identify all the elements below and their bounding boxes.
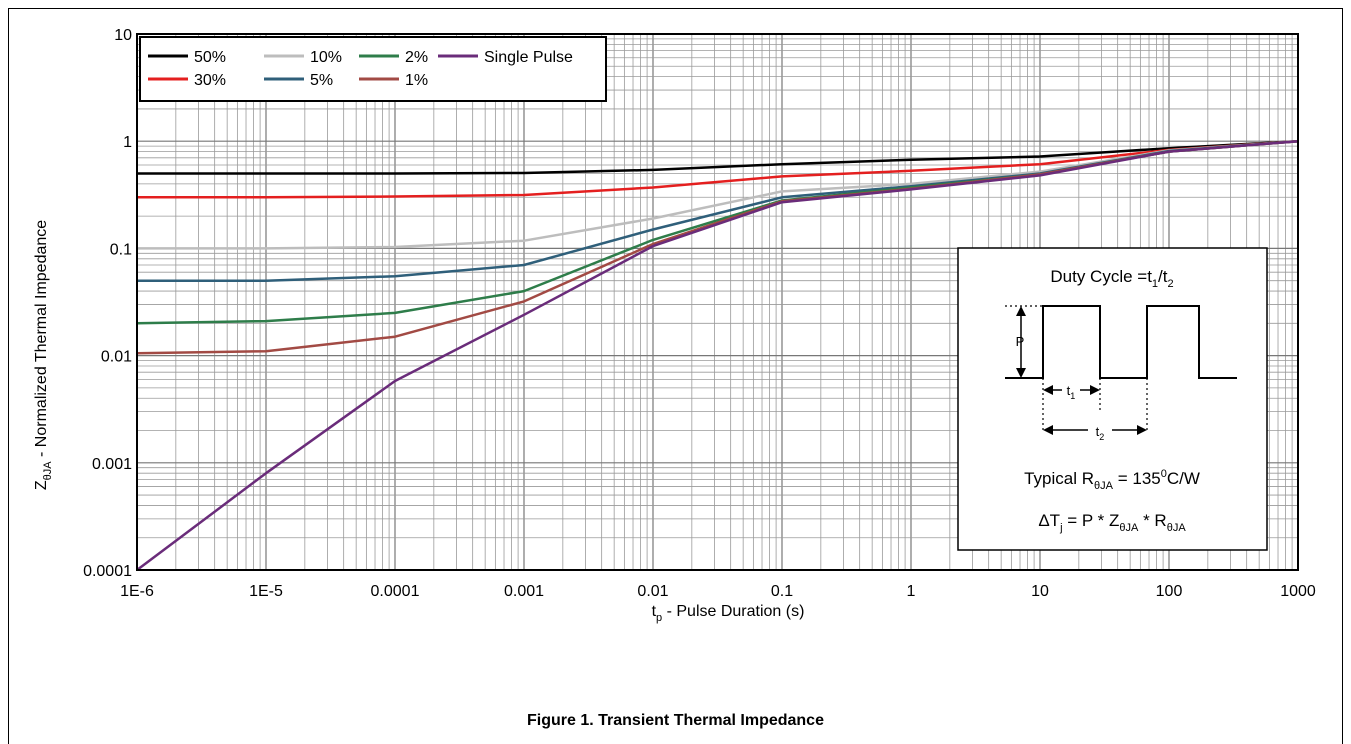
y-tick-label: 1 <box>123 134 132 151</box>
x-tick-label: 1E-6 <box>120 583 154 600</box>
pulse-waveform <box>1005 305 1237 379</box>
figure-caption: Figure 1. Transient Thermal Impedance <box>527 712 824 729</box>
t1-label: t1 <box>1067 383 1076 401</box>
legend: 50% 10% 2% Single Pulse 30% 5% 1% <box>139 36 607 102</box>
series-line <box>136 139 1299 571</box>
series-line <box>137 139 1299 199</box>
legend-label: 5% <box>310 72 333 89</box>
legend-label: 10% <box>310 49 342 66</box>
x-tick-label: 1E-5 <box>249 583 283 600</box>
legend-label: 1% <box>405 72 428 89</box>
x-tick-label: 100 <box>1156 583 1183 600</box>
p-label: P <box>1016 334 1025 349</box>
series-line <box>137 139 1299 175</box>
legend-label: 2% <box>405 49 428 66</box>
delta-tj-formula: ΔTj = P * ZθJA * RθJA <box>1038 511 1186 534</box>
x-tick-labels: 1E-6 1E-5 0.0001 0.001 0.01 0.1 1 10 100 1000 <box>120 583 1316 600</box>
x-tick-label: 1000 <box>1280 583 1316 600</box>
series-line <box>137 139 1299 250</box>
y-tick-label: 0.1 <box>110 241 132 258</box>
x-tick-label: 0.01 <box>637 583 668 600</box>
x-tick-label: 0.1 <box>771 583 793 600</box>
legend-label: Single Pulse <box>484 49 573 66</box>
typical-rthja: Typical RθJA = 1350C/W <box>1024 468 1200 492</box>
x-tick-label: 0.0001 <box>371 583 420 600</box>
x-tick-label: 1 <box>907 583 916 600</box>
y-tick-label: 10 <box>114 27 132 44</box>
plot-border <box>136 33 1299 571</box>
y-tick-label: 0.01 <box>101 349 132 366</box>
series-lines <box>136 139 1299 571</box>
duty-cycle-title: Duty Cycle =t1/t2 <box>1050 267 1173 290</box>
legend-label: 30% <box>194 72 226 89</box>
duty-cycle-inset: Duty Cycle =t1/t2 P t1 t2 Typical RθJA =… <box>957 247 1268 551</box>
inset-box <box>957 247 1268 551</box>
y-tick-label: 0.001 <box>92 456 132 473</box>
y-tick-labels: 0.0001 0.001 0.01 0.1 1 10 <box>83 27 132 580</box>
thermal-impedance-chart: 1E-6 1E-5 0.0001 0.001 0.01 0.1 1 10 100 1000 0.0… <box>33 27 1316 624</box>
x-tick-label: 0.001 <box>504 583 544 600</box>
legend-label: 50% <box>194 49 226 66</box>
figure-frame <box>8 8 1343 744</box>
y-tick-label: 0.0001 <box>83 563 132 580</box>
x-axis-label: tp - Pulse Duration (s) <box>652 603 805 624</box>
t2-label: t2 <box>1096 424 1105 442</box>
legend-box <box>139 36 607 102</box>
x-tick-label: 10 <box>1031 583 1049 600</box>
y-axis-label: ZθJA - Normalized Thermal Impedance <box>33 220 54 490</box>
